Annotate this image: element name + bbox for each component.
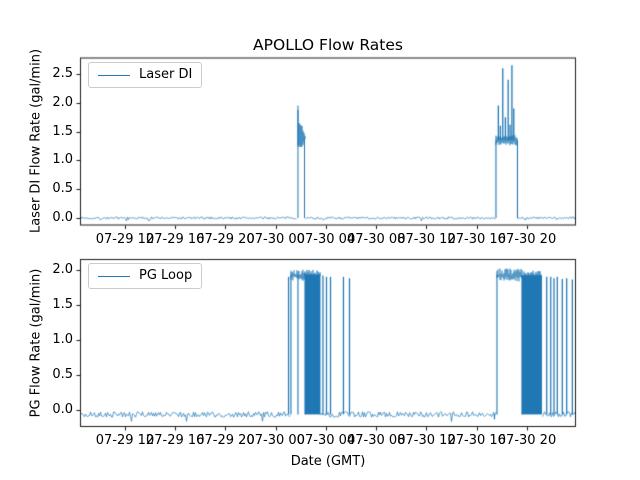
y-tick-label: 2.0 [52, 261, 73, 277]
y-tick-label: 0.5 [52, 366, 73, 382]
x-tick-label: 07-30 12 [397, 231, 456, 247]
legend-line-sample-laser-di [98, 74, 130, 76]
legend-pg-loop: PG Loop [88, 263, 203, 289]
x-axis-label: Date (GMT) [290, 454, 366, 469]
y-tick-label: 1.5 [52, 296, 73, 312]
x-tick-label: 07-30 20 [497, 231, 557, 247]
x-tick-label: 07-30 04 [296, 231, 356, 247]
y-tick-label: 1.0 [52, 152, 73, 168]
x-tick-label: 07-29 12 [95, 231, 155, 247]
x-tick-label: 07-30 16 [447, 231, 506, 247]
x-tick-label: 07-30 04 [296, 433, 356, 448]
y-tick-label: 0.0 [52, 401, 73, 417]
x-tick-label: 07-30 12 [397, 433, 456, 448]
x-tick-label: 07-29 16 [145, 231, 205, 247]
y-tick-label: 0.5 [52, 181, 73, 197]
y-tick-label: 0.0 [52, 210, 73, 225]
chart-title: APOLLO Flow Rates [253, 36, 403, 54]
y-tick-label: 2.5 [52, 65, 73, 81]
x-tick-label: 07-29 20 [196, 231, 255, 247]
legend-laser-di: Laser DI [88, 62, 203, 88]
x-tick-label: 07-29 20 [196, 433, 255, 448]
legend-label-laser-di: Laser DI [139, 67, 193, 82]
legend-line-sample-pg-loop [98, 275, 130, 277]
x-tick-label: 07-30 00 [246, 433, 305, 448]
y-tick-label: 2.0 [52, 94, 73, 110]
x-tick-label: 07-30 20 [497, 433, 557, 448]
x-tick-label: 07-30 16 [447, 433, 506, 448]
legend-label-pg-loop: PG Loop [139, 268, 193, 283]
y-tick-label: 1.5 [52, 123, 73, 139]
x-tick-label: 07-30 08 [347, 433, 406, 448]
y-tick-label: 1.0 [52, 331, 73, 347]
x-tick-label: 07-29 16 [145, 433, 205, 448]
x-tick-label: 07-29 12 [95, 433, 155, 448]
x-tick-label: 07-30 00 [246, 231, 305, 247]
x-tick-label: 07-30 08 [347, 231, 406, 247]
